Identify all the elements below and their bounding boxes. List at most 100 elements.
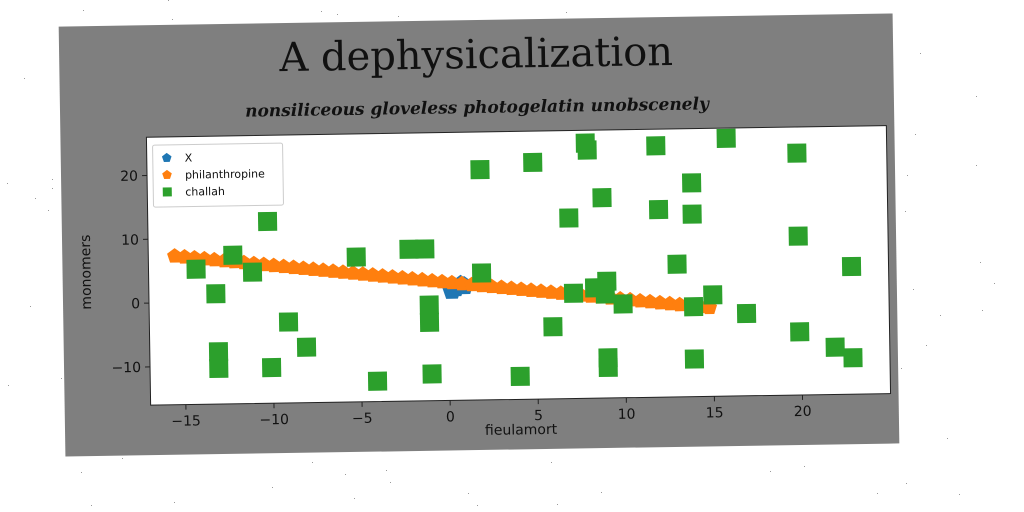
background-speck <box>386 470 387 471</box>
background-speck <box>7 183 8 184</box>
background-speck <box>976 165 977 166</box>
challah-point <box>787 143 807 163</box>
challah-point <box>367 371 388 391</box>
background-speck <box>566 12 567 13</box>
x-tick-label: 20 <box>794 404 812 420</box>
background-speck <box>920 53 921 54</box>
philanthropine-point <box>374 268 391 283</box>
background-speck <box>557 504 558 505</box>
challah-point <box>667 254 687 274</box>
challah-point <box>683 297 704 317</box>
challah-point <box>419 295 439 315</box>
legend-label: X <box>185 151 193 164</box>
background-speck <box>770 471 771 472</box>
background-speck <box>926 345 927 346</box>
chart-axes: −15 −10 −5 0 5 10 15 20 −10 0 10 20 <box>111 169 812 430</box>
x-tick-label: 15 <box>706 405 724 421</box>
challah-point <box>788 226 808 246</box>
challah-point <box>703 285 723 305</box>
challah-point <box>415 239 435 259</box>
challah-point <box>736 303 757 324</box>
background-speck <box>959 494 960 495</box>
legend-marker <box>162 169 172 179</box>
background-speck <box>35 198 36 199</box>
challah-point <box>613 294 633 314</box>
background-speck <box>172 19 173 20</box>
legend-marker <box>161 152 172 162</box>
challah-point <box>399 239 419 259</box>
background-speck <box>982 310 983 311</box>
challah-point <box>296 337 317 357</box>
background-speck <box>24 78 25 79</box>
challah-point <box>681 173 702 193</box>
philanthropine-point <box>672 296 688 312</box>
background-speck <box>48 210 49 211</box>
challah-point <box>790 322 810 342</box>
background-speck <box>915 134 916 135</box>
background-speck <box>52 179 53 180</box>
plot-area <box>145 125 892 406</box>
x-tick-label: −10 <box>259 412 289 428</box>
challah-point <box>257 211 278 232</box>
y-tick-label: 20 <box>120 169 138 185</box>
background-speck <box>907 175 908 176</box>
y-tick-label: −10 <box>111 360 141 376</box>
chart-card: A dephysicalization nonsiliceous glovele… <box>58 13 900 457</box>
background-speck <box>390 482 391 483</box>
challah-point <box>223 245 243 265</box>
legend-box <box>152 142 284 208</box>
background-speck <box>468 493 469 494</box>
legend-marker <box>162 187 172 197</box>
challah-point <box>471 263 492 283</box>
challah-point <box>648 199 669 220</box>
legend-label: philanthropine <box>185 167 265 181</box>
background-speck <box>905 211 906 212</box>
x-tick-label: −5 <box>352 411 373 427</box>
background-speck <box>81 472 82 473</box>
challah-point <box>646 136 666 156</box>
background-speck <box>804 466 805 467</box>
background-speck <box>91 505 92 506</box>
background-speck <box>30 306 31 307</box>
challah-point <box>841 256 862 277</box>
challah-point <box>209 358 229 379</box>
y-tick-label: 0 <box>131 296 140 312</box>
background-speck <box>477 505 478 506</box>
background-speck <box>980 262 981 263</box>
background-speck <box>272 487 273 488</box>
background-speck <box>976 96 977 97</box>
background-speck <box>61 378 62 379</box>
scatter-chart: −15 −10 −5 0 5 10 15 20 −10 0 10 20 fieulamort mono… <box>78 125 892 439</box>
background-speck <box>398 16 399 17</box>
x-tick-label: 5 <box>534 408 543 424</box>
legend-entry: X <box>161 151 193 165</box>
philanthropine-point <box>454 275 470 291</box>
y-tick-label: 10 <box>121 232 139 248</box>
challah-point <box>186 259 206 279</box>
challah-point <box>684 349 705 369</box>
challah-point <box>422 364 442 384</box>
background-speck <box>906 483 907 484</box>
background-speck <box>122 458 123 459</box>
chart-marks <box>167 128 863 391</box>
background-speck <box>337 14 338 15</box>
challah-point <box>716 128 736 148</box>
challah-point <box>208 342 229 362</box>
background-speck <box>174 502 175 503</box>
challah-point <box>523 152 543 173</box>
background-speck <box>901 368 902 369</box>
challah-point <box>597 271 617 291</box>
background-speck <box>312 462 313 463</box>
legend-label: challah <box>185 185 225 199</box>
philanthropine-point <box>167 248 183 263</box>
challah-point <box>577 140 597 160</box>
background-speck <box>354 498 355 499</box>
x-axis-label: fieulamort <box>485 422 558 439</box>
challah-point <box>598 357 618 378</box>
philanthropine-point <box>384 269 401 284</box>
background-speck <box>877 493 878 494</box>
challah-point <box>592 188 612 208</box>
challah-point <box>242 262 263 282</box>
challah-point <box>206 284 226 304</box>
